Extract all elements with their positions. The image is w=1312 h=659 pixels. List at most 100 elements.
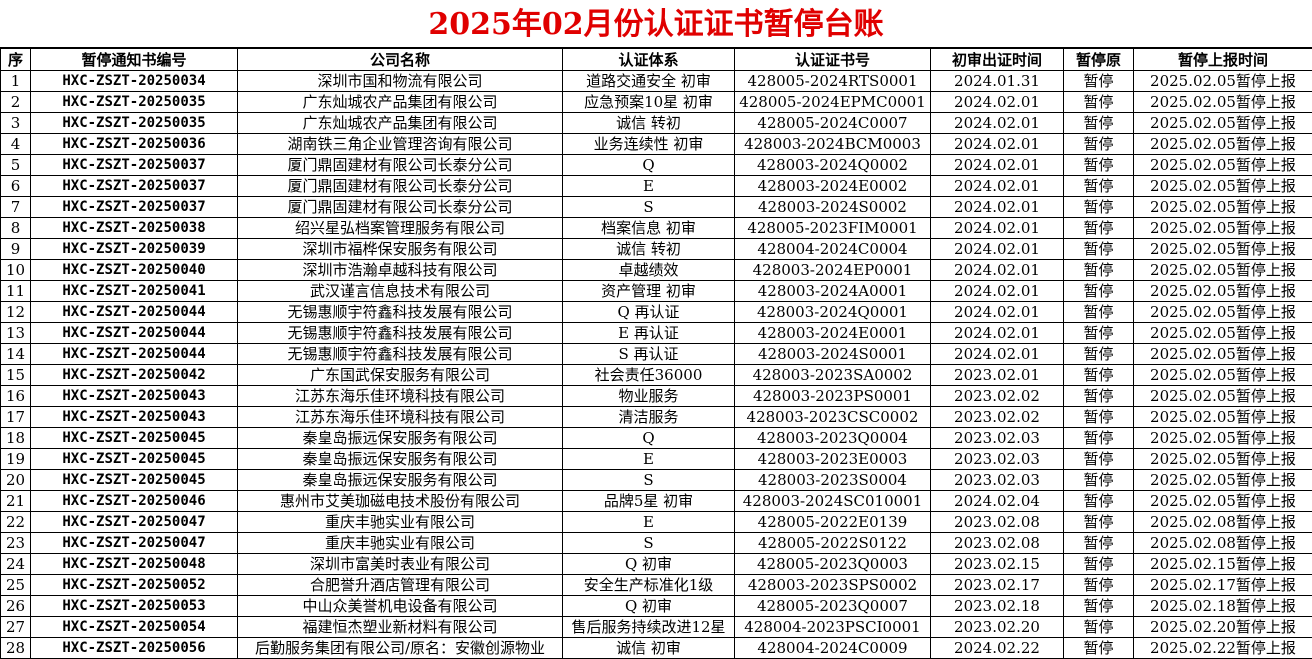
cell: 21 xyxy=(1,491,31,512)
cell: 2024.02.01 xyxy=(931,218,1064,239)
cell: 深圳市富美时表业有限公司 xyxy=(238,554,563,575)
cell: 资产管理 初审 xyxy=(563,281,735,302)
header-cell: 序 xyxy=(1,49,31,71)
cell: 2024.02.01 xyxy=(931,134,1064,155)
cell: 暂停 xyxy=(1064,155,1134,176)
cell: S xyxy=(563,533,735,554)
header-cell: 公司名称 xyxy=(238,49,563,71)
cell: 无锡惠顺宇符鑫科技发展有限公司 xyxy=(238,302,563,323)
cell: HXC-ZSZT-20250042 xyxy=(31,365,238,386)
cell: 湖南铁三角企业管理咨询有限公司 xyxy=(238,134,563,155)
cell: 27 xyxy=(1,617,31,638)
cell: 厦门鼎固建材有限公司长泰分公司 xyxy=(238,197,563,218)
cell: 2025.02.05暂停上报 xyxy=(1134,323,1312,344)
cell: 2024.02.01 xyxy=(931,113,1064,134)
cell: 暂停 xyxy=(1064,113,1134,134)
cell: 暂停 xyxy=(1064,533,1134,554)
cell: 2024.02.01 xyxy=(931,92,1064,113)
cell: 合肥誉升酒店管理有限公司 xyxy=(238,575,563,596)
cell: HXC-ZSZT-20250056 xyxy=(31,638,238,659)
cell: 应急预案10星 初审 xyxy=(563,92,735,113)
cell: 428003-2024S0001 xyxy=(735,344,931,365)
cell: HXC-ZSZT-20250044 xyxy=(31,323,238,344)
cell: 暂停 xyxy=(1064,323,1134,344)
cell: 22 xyxy=(1,512,31,533)
cell: 2025.02.05暂停上报 xyxy=(1134,386,1312,407)
cell: 暂停 xyxy=(1064,428,1134,449)
cell: HXC-ZSZT-20250037 xyxy=(31,176,238,197)
cell: 2025.02.05暂停上报 xyxy=(1134,344,1312,365)
cell: 11 xyxy=(1,281,31,302)
cell: 暂停 xyxy=(1064,386,1134,407)
cell: 2025.02.22暂停上报 xyxy=(1134,638,1312,659)
header-row: 序暂停通知书编号公司名称认证体系认证证书号初审出证时间暂停原暂停上报时间 xyxy=(1,49,1312,71)
cell: S xyxy=(563,197,735,218)
cell: 428003-2023SA0002 xyxy=(735,365,931,386)
cell: E 再认证 xyxy=(563,323,735,344)
cell: Q 再认证 xyxy=(563,302,735,323)
cell: 428005-2024RTS0001 xyxy=(735,71,931,92)
cell: 9 xyxy=(1,239,31,260)
cell: HXC-ZSZT-20250037 xyxy=(31,155,238,176)
cell: 2024.02.01 xyxy=(931,239,1064,260)
cell: 广东国武保安服务有限公司 xyxy=(238,365,563,386)
cell: 暂停 xyxy=(1064,134,1134,155)
cell: 秦皇岛振远保安服务有限公司 xyxy=(238,449,563,470)
cell: 2025.02.05暂停上报 xyxy=(1134,281,1312,302)
cell: 暂停 xyxy=(1064,71,1134,92)
cell: HXC-ZSZT-20250045 xyxy=(31,449,238,470)
cell: 19 xyxy=(1,449,31,470)
cell: 12 xyxy=(1,302,31,323)
cell: 1 xyxy=(1,71,31,92)
cell: 23 xyxy=(1,533,31,554)
cell: 428003-2023S0004 xyxy=(735,470,931,491)
cell: 2024.02.01 xyxy=(931,260,1064,281)
cell: HXC-ZSZT-20250040 xyxy=(31,260,238,281)
cell: 428003-2024BCM0003 xyxy=(735,134,931,155)
cell: HXC-ZSZT-20250043 xyxy=(31,407,238,428)
cell: Q 初审 xyxy=(563,596,735,617)
cell: HXC-ZSZT-20250037 xyxy=(31,197,238,218)
cell: 428005-2024C0007 xyxy=(735,113,931,134)
cell: 2024.01.31 xyxy=(931,71,1064,92)
cell: E xyxy=(563,176,735,197)
cell: S xyxy=(563,470,735,491)
cell: 428003-2023E0003 xyxy=(735,449,931,470)
header-cell: 暂停上报时间 xyxy=(1134,49,1312,71)
cell: HXC-ZSZT-20250035 xyxy=(31,92,238,113)
cell: 428003-2024Q0001 xyxy=(735,302,931,323)
cell: 暂停 xyxy=(1064,449,1134,470)
cell: 2024.02.01 xyxy=(931,155,1064,176)
cell: 2023.02.18 xyxy=(931,596,1064,617)
cell: 暂停 xyxy=(1064,344,1134,365)
header-cell: 初审出证时间 xyxy=(931,49,1064,71)
cell: 2025.02.05暂停上报 xyxy=(1134,428,1312,449)
cell: 8 xyxy=(1,218,31,239)
cell: HXC-ZSZT-20250045 xyxy=(31,428,238,449)
cell: 诚信 转初 xyxy=(563,239,735,260)
cell: 428003-2024EP0001 xyxy=(735,260,931,281)
cell: 暂停 xyxy=(1064,176,1134,197)
cell: 重庆丰驰实业有限公司 xyxy=(238,512,563,533)
cell: 诚信 初审 xyxy=(563,638,735,659)
cell: 2025.02.05暂停上报 xyxy=(1134,113,1312,134)
cell: Q xyxy=(563,428,735,449)
cell: 暂停 xyxy=(1064,365,1134,386)
cell: 暂停 xyxy=(1064,596,1134,617)
cell: 武汉谨言信息技术有限公司 xyxy=(238,281,563,302)
cell: 17 xyxy=(1,407,31,428)
header-cell: 认证证书号 xyxy=(735,49,931,71)
cell: 2023.02.15 xyxy=(931,554,1064,575)
